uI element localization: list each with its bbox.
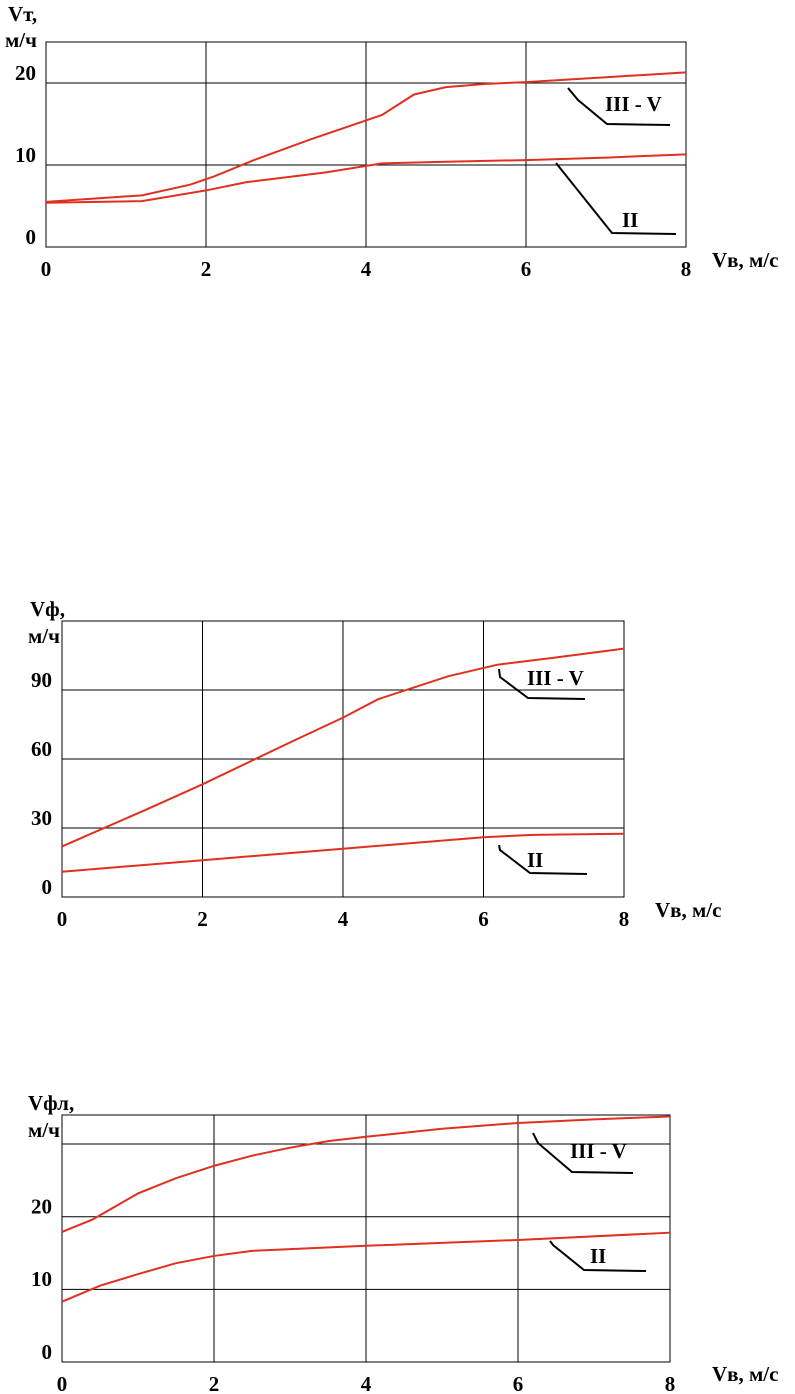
leader-line	[498, 668, 586, 700]
data-line	[61, 647, 625, 848]
leader-line	[549, 1240, 647, 1272]
y-tick-label: 30	[31, 806, 52, 830]
y-tick-label: 0	[42, 875, 53, 899]
leader-line	[555, 162, 677, 235]
series-label: II	[622, 208, 638, 232]
y-axis-label: м/ч	[5, 28, 37, 52]
x-tick-label: 4	[361, 257, 372, 281]
x-tick-label: 0	[41, 257, 52, 281]
series-label: III - V	[527, 666, 584, 690]
leader-line	[532, 1132, 634, 1174]
y-axis-label: Vф,	[30, 597, 65, 621]
x-tick-label: 2	[197, 907, 208, 931]
y-axis-label: Vт,	[8, 2, 37, 26]
y-tick-label: 0	[42, 1340, 53, 1364]
y-axis-label: м/ч	[28, 1118, 60, 1142]
plot-frame	[61, 620, 625, 898]
plot-frame	[45, 41, 687, 248]
data-line	[61, 832, 625, 873]
x-tick-label: 8	[681, 257, 692, 281]
leader-line	[498, 844, 588, 875]
x-tick-label: 0	[57, 1372, 68, 1394]
series-label: III - V	[605, 92, 662, 116]
series-label: II	[590, 1244, 606, 1268]
x-tick-label: 6	[513, 1372, 524, 1394]
x-tick-label: 4	[338, 907, 349, 931]
y-tick-label: 20	[31, 1195, 52, 1219]
x-tick-label: 8	[665, 1372, 676, 1394]
data-line	[61, 1231, 671, 1303]
x-axis-label: Vв, м/с	[712, 248, 778, 272]
x-tick-label: 2	[209, 1372, 220, 1394]
x-axis-label: Vв, м/с	[712, 1362, 778, 1386]
x-axis-label: Vв, м/с	[655, 898, 721, 922]
y-tick-label: 10	[15, 143, 36, 167]
data-line	[45, 153, 687, 204]
y-tick-label: 90	[31, 668, 52, 692]
y-axis-label: Vфл,	[28, 1091, 74, 1115]
x-tick-label: 6	[478, 907, 489, 931]
series-label: III - V	[570, 1139, 627, 1163]
y-tick-label: 0	[26, 225, 37, 249]
y-tick-label: 60	[31, 737, 52, 761]
y-tick-label: 20	[15, 61, 36, 85]
x-tick-label: 0	[57, 907, 68, 931]
y-tick-label: 10	[31, 1267, 52, 1291]
data-line	[61, 1115, 671, 1233]
x-tick-label: 2	[201, 257, 212, 281]
y-axis-label: м/ч	[28, 624, 60, 648]
x-tick-label: 8	[619, 907, 630, 931]
series-label: II	[527, 848, 543, 872]
data-line	[45, 71, 687, 203]
x-tick-label: 4	[361, 1372, 372, 1394]
leader-line	[567, 87, 671, 126]
x-tick-label: 6	[521, 257, 532, 281]
plot-frame	[61, 1114, 671, 1363]
